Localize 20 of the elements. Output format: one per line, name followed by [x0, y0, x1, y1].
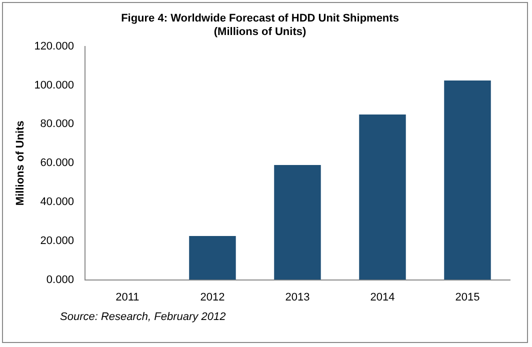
y-tick-label: 20.000 — [40, 234, 74, 247]
source-note: Source: Research, February 2012 — [60, 311, 226, 323]
x-tick-label: 2011 — [116, 291, 140, 304]
bar — [359, 114, 406, 280]
bar — [274, 165, 321, 280]
text: (Millions of Units) — [214, 26, 306, 38]
y-tick-label: 40.000 — [40, 196, 74, 208]
x-tick-label: 2014 — [370, 291, 395, 304]
y-tick-label: 100.000 — [34, 79, 74, 92]
y-tick-label: 80.000 — [40, 118, 74, 130]
y-tick-label: 60.000 — [40, 157, 74, 170]
x-tick-label: 2013 — [285, 291, 310, 304]
bar — [444, 80, 491, 280]
y-tick-label: 0.000 — [46, 274, 74, 286]
y-axis-title: Millions of Units — [14, 120, 27, 206]
bar — [189, 236, 236, 280]
y-tick-label: 120.000 — [34, 40, 74, 52]
x-tick-label: 2012 — [200, 291, 225, 304]
text: Figure 4: Worldwide Forecast of HDD Unit Shipments — [121, 12, 399, 25]
x-tick-label: 2015 — [455, 291, 480, 304]
